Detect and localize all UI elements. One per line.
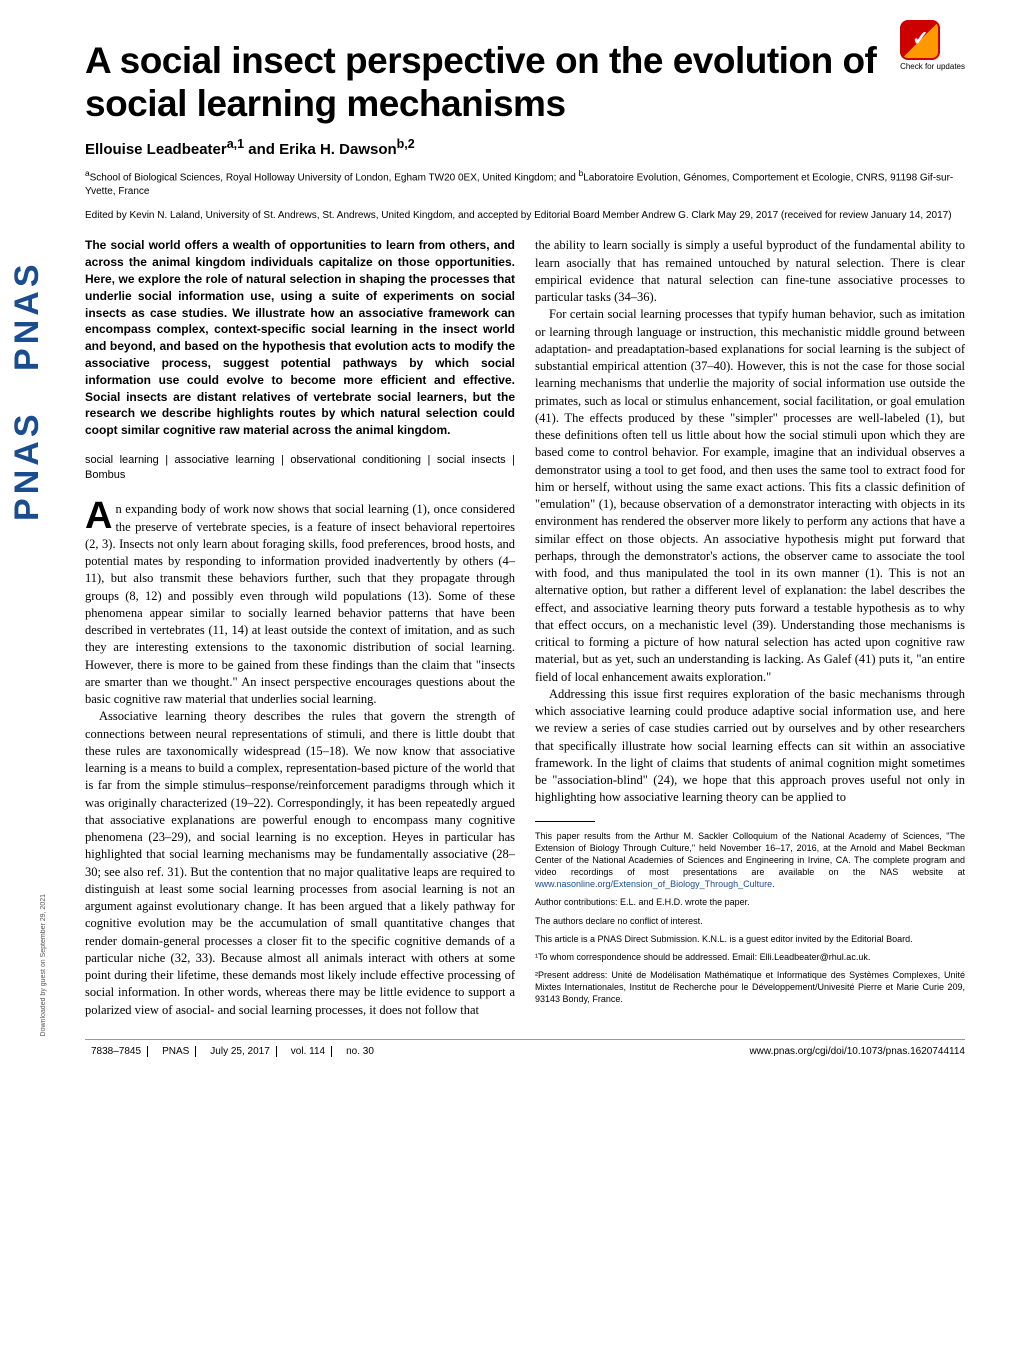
footnote-divider bbox=[535, 821, 595, 822]
author-list: Ellouise Leadbeatera,1 and Erika H. Daws… bbox=[85, 137, 965, 158]
body-paragraph: Addressing this issue first requires exp… bbox=[535, 686, 965, 807]
footer-journal: PNAS bbox=[156, 1046, 196, 1057]
footnote-contributions: Author contributions: E.L. and E.H.D. wr… bbox=[535, 896, 965, 908]
footer-volume: vol. 114 bbox=[285, 1046, 332, 1057]
keywords: social learning | associative learning |… bbox=[85, 453, 515, 483]
article-title: A social insect perspective on the evolu… bbox=[85, 40, 965, 125]
footnote-direct-submission: This article is a PNAS Direct Submission… bbox=[535, 933, 965, 945]
page-footer: 7838–7845 PNAS July 25, 2017 vol. 114 no… bbox=[85, 1039, 965, 1057]
footnote-colloquium: This paper results from the Arthur M. Sa… bbox=[535, 830, 965, 891]
footer-pages: 7838–7845 bbox=[85, 1046, 148, 1057]
footer-issue: no. 30 bbox=[340, 1046, 380, 1057]
footnotes-block: This paper results from the Arthur M. Sa… bbox=[535, 830, 965, 1006]
colloquium-link[interactable]: www.nasonline.org/Extension_of_Biology_T… bbox=[535, 879, 772, 889]
affiliations: aSchool of Biological Sciences, Royal Ho… bbox=[85, 168, 965, 199]
abstract: The social world offers a wealth of oppo… bbox=[85, 237, 515, 439]
footnote-correspondence: ¹To whom correspondence should be addres… bbox=[535, 951, 965, 963]
footnote-present-address: ²Present address: Unité de Modélisation … bbox=[535, 969, 965, 1005]
footer-doi[interactable]: www.pnas.org/cgi/doi/10.1073/pnas.162074… bbox=[749, 1046, 965, 1057]
body-paragraph: For certain social learning processes th… bbox=[535, 306, 965, 686]
check-updates-label: Check for updates bbox=[900, 62, 965, 71]
footnote-conflict: The authors declare no conflict of inter… bbox=[535, 915, 965, 927]
edited-by: Edited by Kevin N. Laland, University of… bbox=[85, 209, 965, 223]
body-paragraph: An expanding body of work now shows that… bbox=[85, 501, 515, 708]
check-for-updates-badge[interactable]: Check for updates bbox=[900, 20, 965, 71]
check-updates-icon bbox=[900, 20, 940, 60]
body-paragraph: Associative learning theory describes th… bbox=[85, 708, 515, 1019]
drop-cap: A bbox=[85, 501, 115, 531]
footer-date: July 25, 2017 bbox=[204, 1046, 277, 1057]
body-paragraph: the ability to learn socially is simply … bbox=[535, 237, 965, 306]
